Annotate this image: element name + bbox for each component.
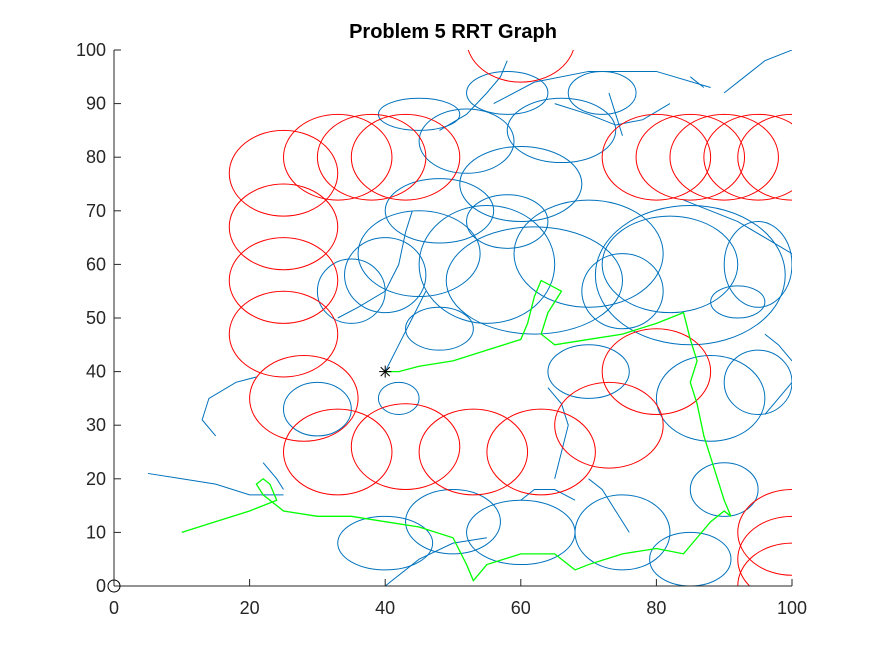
tree-branch bbox=[439, 60, 508, 131]
y-tick-label: 70 bbox=[86, 201, 106, 221]
tree-curve bbox=[723, 349, 792, 415]
tree-curve bbox=[283, 381, 352, 437]
y-tick-label: 50 bbox=[86, 308, 106, 328]
obstacle-circle bbox=[467, 50, 574, 83]
obstacle-circle bbox=[350, 113, 461, 201]
obstacle-circle bbox=[486, 408, 596, 496]
tree-curve bbox=[574, 494, 671, 571]
tree-curve bbox=[418, 108, 515, 174]
tree-branch bbox=[764, 381, 792, 415]
goal-marker-stroke bbox=[380, 366, 391, 377]
y-tick-label: 20 bbox=[86, 469, 106, 489]
y-tick-label: 40 bbox=[86, 362, 106, 382]
tree-curve bbox=[723, 221, 792, 308]
obstacle-circle bbox=[601, 113, 712, 201]
tree-curve bbox=[655, 355, 766, 442]
tree-branch bbox=[384, 290, 427, 372]
tree-branch bbox=[520, 489, 576, 501]
tree-curve bbox=[445, 226, 623, 335]
x-tick-label: 20 bbox=[240, 598, 260, 618]
tree-branch bbox=[588, 478, 630, 533]
goal-marker bbox=[379, 365, 392, 378]
y-tick-label: 80 bbox=[86, 147, 106, 167]
tree-branch bbox=[262, 462, 284, 490]
tree-curve bbox=[337, 515, 434, 571]
y-tick-label: 0 bbox=[96, 576, 106, 596]
rrt-tree bbox=[147, 50, 792, 586]
obstacle-circle bbox=[418, 408, 529, 496]
tree-curve bbox=[601, 215, 739, 314]
y-tick-label: 30 bbox=[86, 415, 106, 435]
start-marker bbox=[107, 579, 121, 593]
tree-branch bbox=[201, 376, 257, 437]
obstacle-circle bbox=[554, 381, 664, 469]
markers bbox=[107, 365, 392, 593]
y-tick-label: 90 bbox=[86, 94, 106, 114]
tree-curve bbox=[506, 97, 617, 164]
obstacle-circle bbox=[737, 515, 792, 586]
solution-path bbox=[181, 279, 732, 582]
tree-curve bbox=[649, 531, 732, 586]
tree-curve bbox=[567, 70, 637, 115]
tree-branch bbox=[723, 50, 792, 94]
x-tick-label: 60 bbox=[511, 598, 531, 618]
obstacle-circle bbox=[228, 183, 339, 271]
y-tick-label: 60 bbox=[86, 254, 106, 274]
x-tick-label: 80 bbox=[646, 598, 666, 618]
tree-curve bbox=[384, 178, 495, 244]
tree-branch bbox=[547, 387, 569, 479]
plot-area bbox=[147, 50, 792, 586]
tree-curve bbox=[418, 204, 556, 324]
tree-branch bbox=[384, 537, 487, 586]
obstacle-circle bbox=[669, 113, 779, 201]
obstacle-circle bbox=[228, 129, 339, 217]
tree-branch bbox=[683, 199, 792, 255]
obstacle-circle bbox=[283, 113, 393, 201]
tree-branch bbox=[689, 76, 705, 88]
x-tick-label: 0 bbox=[109, 598, 119, 618]
tree-curve bbox=[459, 145, 583, 223]
tree-branch bbox=[608, 92, 623, 136]
y-tick-label: 10 bbox=[86, 522, 106, 542]
obstacle-circle bbox=[228, 237, 339, 324]
obstacle-circle bbox=[228, 290, 339, 378]
obstacle-circle bbox=[737, 113, 792, 201]
x-tick-label: 40 bbox=[375, 598, 395, 618]
tree-curve bbox=[513, 199, 664, 308]
tree-curve bbox=[466, 70, 549, 115]
tree-curve bbox=[594, 204, 786, 346]
tree-branch bbox=[147, 472, 284, 496]
tree-curve bbox=[689, 462, 759, 517]
tree-curve bbox=[710, 285, 766, 319]
tree-curve bbox=[405, 306, 474, 351]
axes: 0 20 40 60 80 100 0 10 20 30 40 50 60 70 80 90 100 bbox=[76, 40, 807, 618]
obstacle-circle bbox=[350, 403, 461, 491]
tree-branch bbox=[493, 70, 711, 105]
obstacle-circle bbox=[249, 355, 359, 442]
obstacle-circle bbox=[316, 113, 427, 201]
tree-curve bbox=[316, 258, 386, 324]
tree-curve bbox=[547, 344, 630, 399]
tree-curve bbox=[466, 499, 576, 566]
x-tick-label: 100 bbox=[777, 598, 807, 618]
path-line bbox=[181, 279, 732, 582]
obstacle-circle bbox=[601, 328, 712, 415]
y-tick-label: 100 bbox=[76, 40, 106, 60]
tree-curve bbox=[466, 194, 549, 249]
tree-branch bbox=[337, 210, 413, 319]
obstacle-circle bbox=[635, 113, 746, 201]
obstacle-circle bbox=[737, 489, 792, 576]
tree-curve bbox=[344, 237, 427, 314]
obstacle-circle bbox=[703, 113, 792, 201]
tree-curve bbox=[377, 381, 420, 415]
obstacles bbox=[228, 50, 792, 586]
chart-title: Problem 5 RRT Graph bbox=[349, 21, 557, 43]
tree-branch bbox=[764, 333, 792, 362]
tree-curve bbox=[581, 253, 664, 330]
tree-curve bbox=[405, 489, 501, 555]
obstacle-circle bbox=[283, 408, 393, 496]
